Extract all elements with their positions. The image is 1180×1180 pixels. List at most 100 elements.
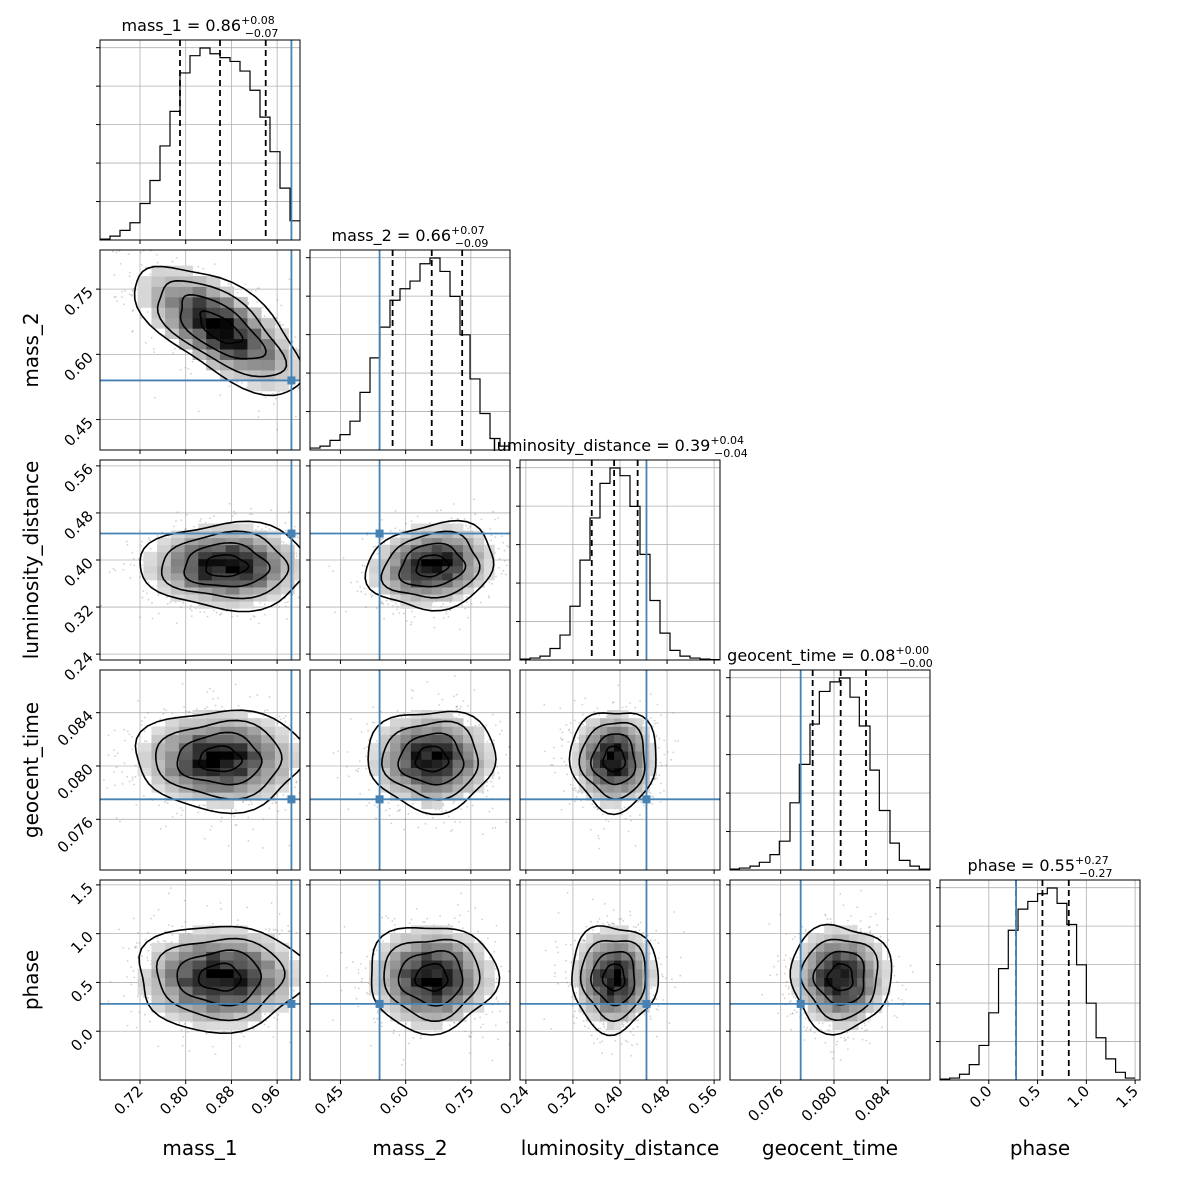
sample-point — [134, 764, 137, 767]
sample-point — [440, 509, 442, 512]
sample-point — [249, 800, 252, 803]
sample-point — [274, 800, 277, 803]
sample-point — [452, 715, 455, 718]
density-cell — [184, 565, 199, 574]
contour-line — [364, 519, 495, 612]
y-tick-label: 0.32 — [60, 601, 96, 637]
sample-point — [131, 776, 134, 779]
density-cell — [198, 572, 213, 581]
sample-point — [336, 776, 339, 779]
density-cell — [463, 565, 474, 574]
sample-point — [494, 518, 496, 521]
sample-point — [276, 722, 279, 725]
density-cell — [379, 558, 391, 567]
sample-point — [140, 540, 143, 543]
density-cell — [192, 286, 207, 298]
sample-point — [305, 773, 307, 775]
density-cell — [184, 544, 199, 553]
sample-point — [268, 695, 271, 698]
sample-point — [103, 778, 105, 781]
y-tick-label: 0.084 — [54, 707, 97, 750]
sample-point — [198, 804, 201, 807]
sample-point — [197, 811, 200, 814]
sample-point — [440, 605, 443, 608]
density-cell — [220, 709, 235, 719]
sample-point — [197, 410, 200, 413]
sample-point — [433, 626, 436, 629]
sample-point — [392, 613, 394, 615]
density-cell — [247, 359, 262, 371]
sample-point — [140, 263, 143, 266]
density-cell — [206, 338, 221, 350]
sample-point — [181, 682, 184, 685]
density-cell — [225, 523, 240, 531]
sample-point — [380, 518, 383, 521]
sample-point — [251, 803, 253, 806]
sample-point — [380, 602, 383, 604]
sample-point — [149, 547, 152, 550]
sample-point — [490, 539, 493, 542]
density-cell — [165, 296, 180, 308]
sample-point — [127, 253, 130, 256]
sample-point — [295, 780, 298, 783]
density-cell — [390, 537, 401, 546]
density-cell — [274, 328, 289, 340]
density-cell — [225, 558, 240, 567]
sample-point — [491, 827, 494, 830]
density-cell — [178, 792, 193, 801]
density-cell — [442, 565, 454, 574]
contour-line — [134, 709, 300, 815]
density-cell — [452, 537, 464, 546]
density-cell — [261, 775, 276, 785]
sample-point — [433, 616, 436, 619]
density-cell — [253, 565, 268, 574]
density-cell — [151, 734, 166, 744]
sample-point — [227, 282, 230, 285]
sample-point — [282, 717, 285, 720]
density-cell — [452, 580, 464, 588]
sample-point — [198, 804, 201, 807]
sample-point — [156, 261, 159, 264]
density-cell — [178, 734, 193, 744]
density-cell — [220, 307, 235, 319]
hist-panel-phase: phase = 0.55+0.27 −0.27 — [936, 854, 1141, 1081]
sample-point — [151, 617, 154, 620]
contour-line — [133, 265, 300, 397]
sample-point — [424, 822, 427, 825]
sample-point — [491, 785, 494, 788]
truth-marker — [287, 795, 296, 804]
sample-point — [346, 567, 348, 569]
density-cell — [198, 544, 213, 553]
sample-point — [342, 556, 345, 559]
sample-point — [385, 599, 388, 602]
sample-point — [203, 804, 206, 807]
sample-point — [499, 733, 501, 736]
density-cell — [442, 544, 454, 553]
density-cell — [247, 718, 262, 727]
sample-point — [212, 697, 215, 700]
axes-frame — [99, 669, 301, 871]
title-geocent_time: geocent_time = 0.08+0.00 −0.00 — [727, 644, 933, 670]
density-cell — [225, 580, 240, 588]
density-cell — [379, 587, 391, 595]
density-cell — [206, 296, 221, 308]
sample-point — [255, 528, 257, 531]
sample-point — [270, 509, 273, 511]
sample-point — [296, 536, 299, 539]
density-cell — [294, 558, 300, 567]
sample-point — [180, 814, 183, 817]
sample-point — [231, 514, 234, 517]
sample-point — [231, 615, 233, 618]
sample-point — [412, 802, 414, 805]
sample-point — [233, 815, 236, 818]
density-cell — [220, 359, 235, 371]
histogram-step — [100, 47, 300, 240]
density-cell — [400, 572, 412, 581]
density-cell — [151, 726, 166, 736]
sample-point — [329, 752, 331, 754]
sample-point — [365, 723, 368, 725]
sample-point — [257, 525, 259, 528]
sample-point — [185, 710, 188, 713]
density-cell — [266, 580, 281, 588]
density-cell — [212, 580, 227, 588]
